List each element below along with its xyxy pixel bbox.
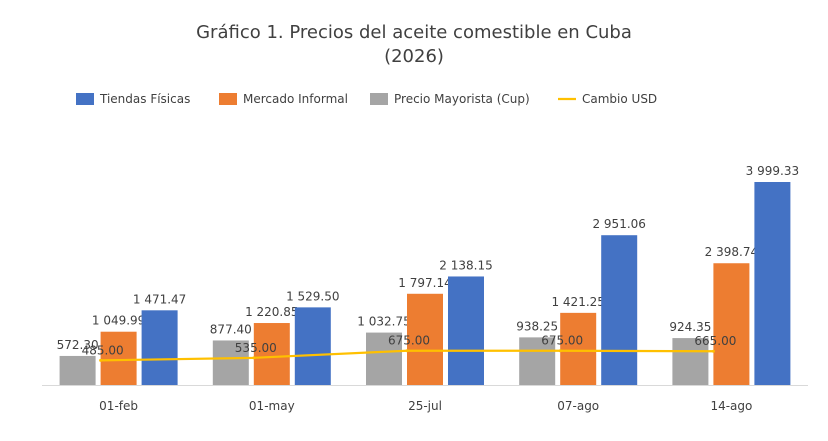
legend-swatch-precio-mayorista-cup [370, 93, 388, 105]
bar-precio-mayorista-cup-14-ago [672, 338, 709, 385]
chart-title-line-1: Gráfico 1. Precios del aceite comestible… [196, 22, 632, 43]
bar-mercado-informal-07-ago [560, 312, 597, 385]
data-label-tiendas-fisicas-01-feb: 1 471.47 [133, 292, 186, 306]
data-label-cambio-usd-01-may: 535.00 [235, 341, 277, 355]
bar-mercado-informal-25-jul [407, 293, 443, 385]
bar-mercado-informal-01-feb [100, 331, 137, 385]
data-label-mercado-informal-25-jul: 1 797.14 [398, 276, 451, 290]
x-tick-label-01-feb: 01-feb [99, 399, 138, 413]
chart-title-line-2: (2026) [384, 46, 444, 67]
legend-label-cambio-usd: Cambio USD [582, 92, 657, 106]
point-cambio-usd-01-feb [99, 358, 103, 362]
data-label-mercado-informal-01-may: 1 220.85 [245, 305, 298, 319]
legend-swatch-mercado-informal [219, 93, 237, 105]
data-label-mercado-informal-07-ago: 1 421.25 [551, 295, 604, 309]
x-tick-label-07-ago: 07-ago [557, 399, 599, 413]
bar-precio-mayorista-cup-01-feb [59, 355, 96, 385]
x-tick-label-25-jul: 25-jul [408, 399, 442, 413]
bar-mercado-informal-14-ago [713, 263, 750, 385]
data-label-tiendas-fisicas-25-jul: 2 138.15 [439, 258, 492, 272]
bar-mercado-informal-01-may [253, 323, 290, 385]
data-label-precio-mayorista-cup-01-feb: 572.30 [57, 338, 99, 352]
x-tick-label-14-ago: 14-ago [710, 399, 752, 413]
data-label-mercado-informal-14-ago: 2 398.74 [705, 245, 758, 259]
data-label-precio-mayorista-cup-25-jul: 1 032.75 [357, 315, 410, 329]
legend-label-mercado-informal: Mercado Informal [243, 92, 348, 106]
bar-precio-mayorista-cup-07-ago [519, 337, 556, 385]
data-label-cambio-usd-07-ago: 675.00 [541, 334, 583, 348]
bar-precio-mayorista-cup-01-may [212, 340, 249, 385]
bar-precio-mayorista-cup-25-jul [366, 332, 402, 385]
chart-legend: Tiendas Físicas Mercado Informal Precio Ma… [76, 92, 657, 106]
data-label-tiendas-fisicas-14-ago: 3 999.33 [746, 164, 799, 178]
point-cambio-usd-14-ago [711, 349, 715, 353]
data-label-cambio-usd-14-ago: 665.00 [694, 334, 736, 348]
data-label-precio-mayorista-cup-14-ago: 924.35 [669, 320, 711, 334]
legend-label-precio-mayorista-cup: Precio Mayorista (Cup) [394, 92, 530, 106]
bar-tiendas-fisicas-07-ago [601, 235, 638, 385]
data-label-tiendas-fisicas-01-may: 1 529.50 [286, 289, 339, 303]
legend-swatch-tiendas-fisicas [76, 93, 94, 105]
legend-label-tiendas-fisicas: Tiendas Físicas [99, 92, 190, 106]
point-cambio-usd-25-jul [405, 349, 409, 353]
bar-tiendas-fisicas-25-jul [448, 276, 484, 385]
point-cambio-usd-01-may [252, 356, 256, 360]
data-label-cambio-usd-25-jul: 675.00 [388, 334, 430, 348]
data-label-tiendas-fisicas-07-ago: 2 951.06 [592, 217, 645, 231]
bar-tiendas-fisicas-14-ago [754, 182, 791, 385]
data-label-cambio-usd-01-feb: 485.00 [82, 343, 124, 357]
x-tick-label-01-may: 01-may [249, 399, 295, 413]
plot-area: 572.30 1 049.99 1 471.47 01-feb 877.40 1 220.… [42, 164, 808, 413]
point-cambio-usd-07-ago [558, 349, 562, 353]
bar-tiendas-fisicas-01-may [294, 307, 331, 385]
data-label-precio-mayorista-cup-01-may: 877.40 [210, 322, 252, 336]
bar-tiendas-fisicas-01-feb [141, 310, 178, 385]
data-label-precio-mayorista-cup-07-ago: 938.25 [516, 319, 558, 333]
data-label-mercado-informal-01-feb: 1 049.99 [92, 314, 145, 328]
